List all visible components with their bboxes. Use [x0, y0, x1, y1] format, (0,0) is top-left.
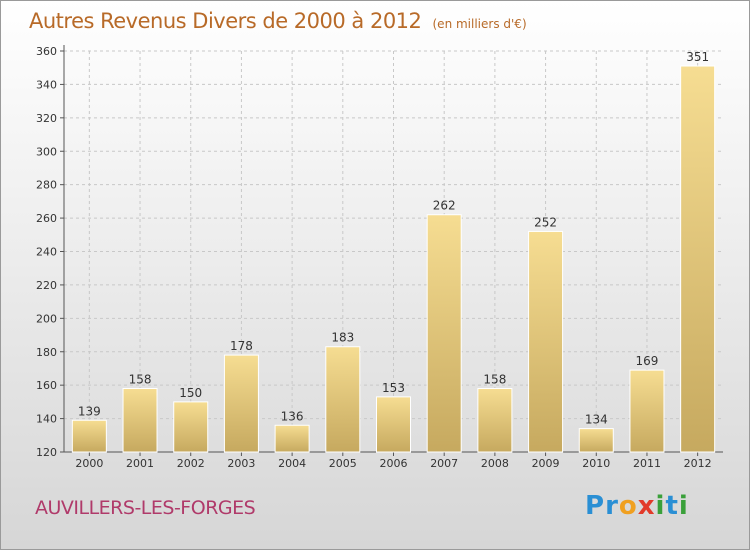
y-tick-label: 200	[36, 312, 57, 325]
data-label: 136	[281, 409, 304, 423]
data-label: 153	[382, 381, 405, 395]
logo-letter: x	[637, 491, 656, 521]
bar	[223, 354, 259, 453]
bar	[376, 396, 411, 453]
data-label: 158	[129, 373, 152, 387]
y-tick-label: 220	[36, 279, 57, 292]
y-tick-label: 280	[36, 179, 57, 192]
y-tick-label: 180	[36, 346, 57, 359]
chart-title: Autres Revenus Divers de 2000 à 2012	[29, 9, 422, 33]
x-tick-label: 2012	[684, 457, 712, 470]
x-tick-label: 2007	[430, 457, 458, 470]
x-tick-label: 2011	[633, 457, 661, 470]
y-tick-label: 260	[36, 212, 57, 225]
data-label: 169	[636, 354, 659, 368]
logo-letter: i	[678, 491, 689, 521]
bar	[122, 388, 158, 453]
data-label: 351	[686, 50, 709, 64]
data-label: 262	[433, 199, 456, 213]
logo-letter: P	[585, 491, 606, 521]
logo-letter: o	[618, 491, 638, 521]
x-tick-label: 2004	[278, 457, 306, 470]
title-row: Autres Revenus Divers de 2000 à 2012 (en…	[29, 9, 527, 33]
data-label: 158	[483, 373, 506, 387]
x-tick-label: 2003	[227, 457, 255, 470]
y-tick-label: 300	[36, 145, 57, 158]
bars	[71, 65, 716, 453]
x-tick-label: 2000	[75, 457, 103, 470]
y-tick-label: 340	[36, 78, 57, 91]
chart-subtitle: (en milliers d'€)	[432, 17, 527, 31]
bar	[274, 424, 310, 453]
data-label: 178	[230, 339, 253, 353]
x-tick-label: 2006	[380, 457, 408, 470]
x-tick-label: 2008	[481, 457, 509, 470]
y-tick-label: 160	[36, 379, 57, 392]
data-label: 183	[331, 331, 354, 345]
y-tick-label: 320	[36, 112, 57, 125]
logo-letter: r	[605, 491, 619, 521]
bar	[71, 419, 107, 453]
bar	[173, 401, 209, 453]
bar	[477, 388, 513, 453]
bar	[528, 230, 564, 453]
proxiti-logo: Proxiti	[585, 491, 689, 521]
x-tick-label: 2005	[329, 457, 357, 470]
x-tick-label: 2002	[177, 457, 205, 470]
y-tick-label: 140	[36, 413, 57, 426]
bar	[325, 346, 361, 453]
logo-letter: i	[655, 491, 666, 521]
y-tick-label: 360	[36, 45, 57, 58]
bar	[680, 65, 716, 453]
x-tick-label: 2010	[582, 457, 610, 470]
location-name: AUVILLERS-LES-FORGES	[35, 497, 256, 519]
bar	[426, 214, 462, 453]
logo-letter: t	[665, 491, 679, 521]
y-tick-label: 240	[36, 246, 57, 259]
data-label: 252	[534, 215, 557, 229]
bar	[578, 428, 614, 453]
bar	[629, 369, 665, 453]
data-label: 139	[78, 404, 101, 418]
x-tick-label: 2009	[532, 457, 560, 470]
y-tick-label: 120	[36, 446, 57, 459]
x-tick-label: 2001	[126, 457, 154, 470]
labels: 120 140 160 180 200 220 240 260 280 300 320 340 360 1…	[36, 45, 712, 470]
data-label: 134	[585, 413, 608, 427]
data-label: 150	[179, 386, 202, 400]
